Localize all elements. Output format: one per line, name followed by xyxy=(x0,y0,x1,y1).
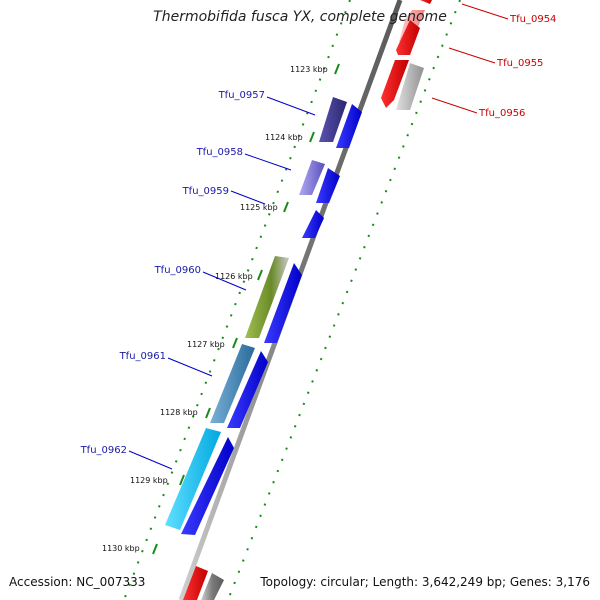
gene-feature[interactable] xyxy=(396,20,420,55)
gene-label-tfu-0961[interactable]: Tfu_0961 xyxy=(119,351,166,362)
left-strand-features xyxy=(165,97,362,535)
right-strand-features xyxy=(381,0,432,110)
gene-label-tfu-0957[interactable]: Tfu_0957 xyxy=(218,90,265,101)
tick-label: 1127 kbp xyxy=(187,340,225,349)
tick-label: 1129 kbp xyxy=(130,476,168,485)
leader-lines-right xyxy=(431,3,509,114)
gene-label-tfu-0954[interactable]: Tfu_0954 xyxy=(509,14,556,25)
topology-text: Topology: circular; Length: 3,642,249 bp… xyxy=(260,575,590,589)
gene-feature[interactable] xyxy=(264,263,302,343)
tick-label: 1126 kbp xyxy=(215,272,253,281)
gene-label-tfu-0958[interactable]: Tfu_0958 xyxy=(196,147,243,158)
tick-labels: 1123 kbp 1124 kbp 1125 kbp 1126 kbp 1127… xyxy=(102,65,328,553)
map-title: Thermobifida fusca YX, complete genome xyxy=(153,9,447,25)
gene-labels-left: Tfu_0957 Tfu_0958 Tfu_0959 Tfu_0960 Tfu_… xyxy=(80,90,265,456)
gene-feature[interactable] xyxy=(396,63,424,110)
tick-label: 1124 kbp xyxy=(265,133,303,142)
gene-feature[interactable] xyxy=(381,60,409,108)
gene-feature[interactable] xyxy=(245,256,289,338)
gene-label-tfu-0960[interactable]: Tfu_0960 xyxy=(154,265,201,276)
tick-marks xyxy=(152,63,340,555)
tick-label: 1123 kbp xyxy=(290,65,328,74)
gene-feature[interactable] xyxy=(302,210,324,238)
gene-feature[interactable] xyxy=(319,97,347,142)
gene-feature[interactable] xyxy=(165,428,221,530)
gene-feature[interactable] xyxy=(299,160,325,195)
gene-feature[interactable] xyxy=(183,566,208,600)
tick-label: 1130 kbp xyxy=(102,544,140,553)
tick-label: 1128 kbp xyxy=(160,408,198,417)
gene-feature[interactable] xyxy=(227,351,268,428)
gene-feature[interactable] xyxy=(181,437,234,535)
gene-feature[interactable] xyxy=(210,344,255,423)
gene-labels-right: Tfu_0954 Tfu_0955 Tfu_0956 xyxy=(478,14,556,119)
accession-text: Accession: NC_007333 xyxy=(9,575,146,589)
gene-label-tfu-0962[interactable]: Tfu_0962 xyxy=(80,445,127,456)
gene-feature[interactable] xyxy=(316,168,340,203)
gene-label-tfu-0959[interactable]: Tfu_0959 xyxy=(182,186,229,197)
bottom-features xyxy=(183,566,224,600)
tick-label: 1125 kbp xyxy=(240,203,278,212)
leader-lines-left xyxy=(128,96,316,470)
gene-feature[interactable] xyxy=(336,104,362,148)
gene-feature[interactable] xyxy=(201,573,224,600)
gene-feature[interactable] xyxy=(420,0,432,4)
gene-label-tfu-0956[interactable]: Tfu_0956 xyxy=(478,108,525,119)
gene-label-tfu-0955[interactable]: Tfu_0955 xyxy=(496,58,543,69)
